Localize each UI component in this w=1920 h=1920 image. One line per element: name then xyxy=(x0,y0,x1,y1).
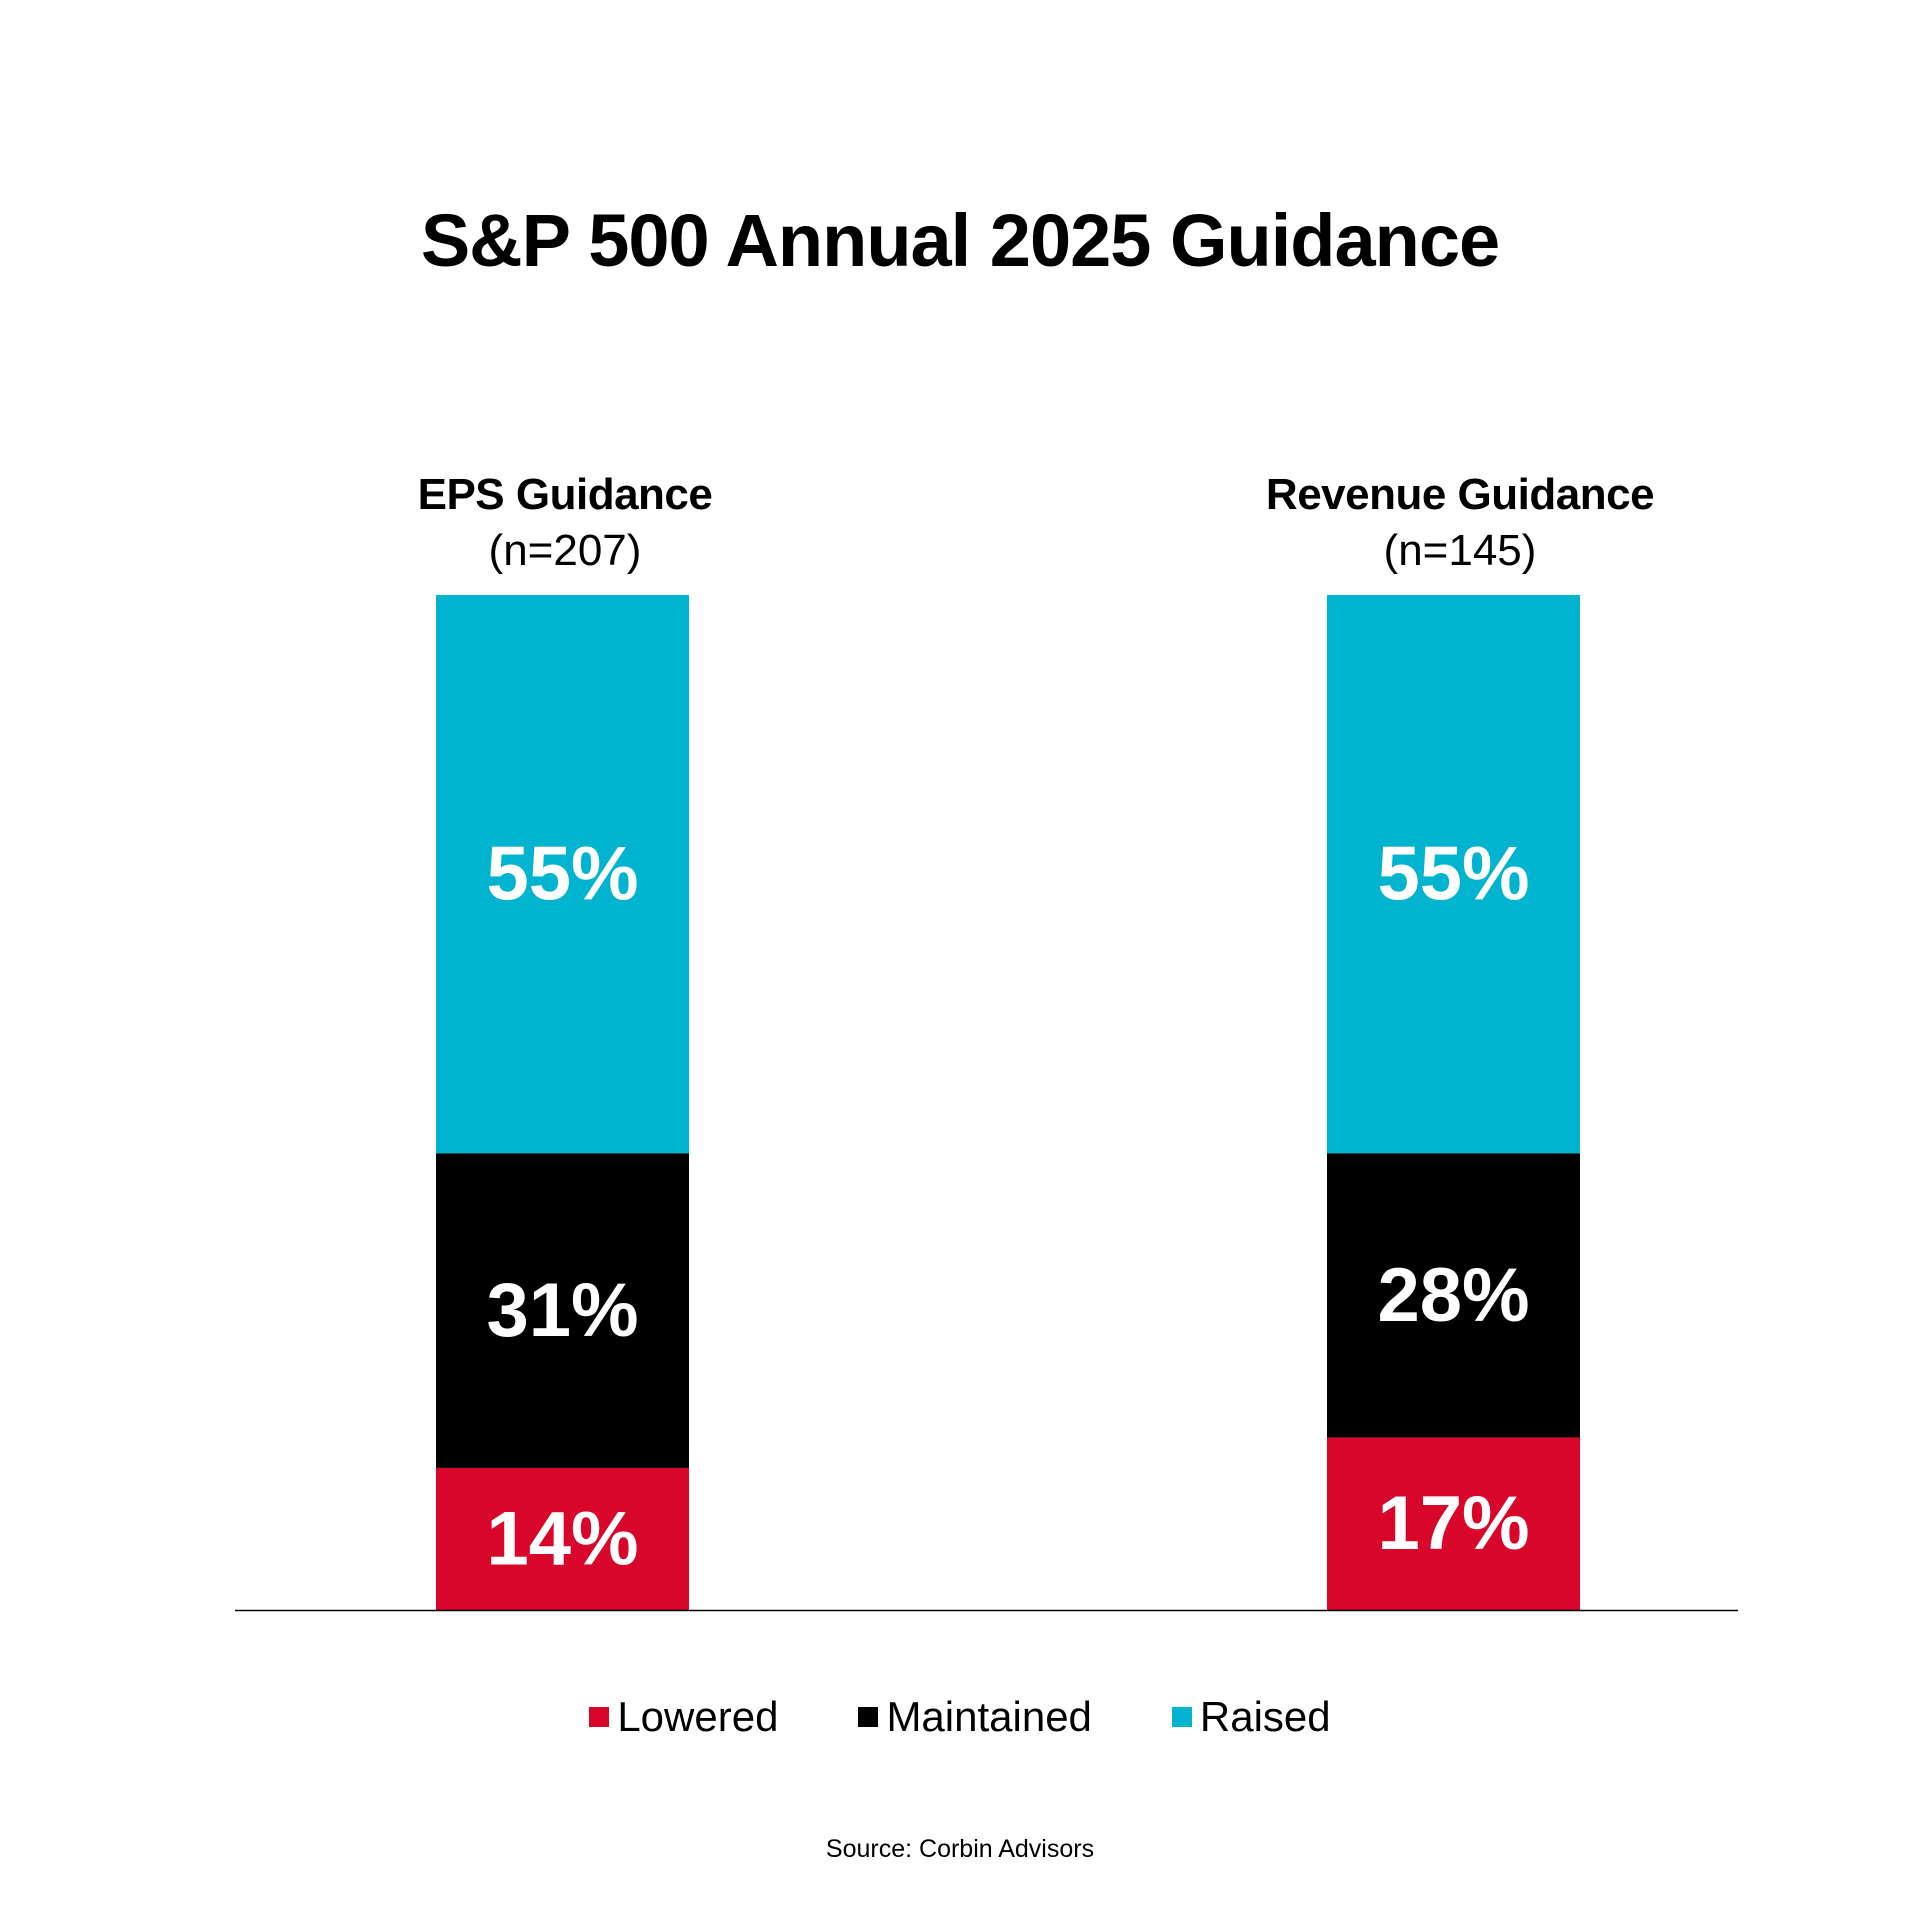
bar-segment-eps-guidance-maintained xyxy=(436,1153,689,1468)
legend-label-maintained: Maintained xyxy=(886,1693,1092,1740)
category-label-revenue: Revenue Guidance (n=145) xyxy=(1200,466,1720,578)
category-label-eps: EPS Guidance (n=207) xyxy=(305,466,825,578)
legend-swatch-lowered xyxy=(589,1707,610,1727)
category-name-revenue: Revenue Guidance xyxy=(1265,470,1655,519)
source-note: Source: Corbin Advisors xyxy=(825,1835,1095,1863)
data-label-eps-guidance-raised: 55% xyxy=(486,832,638,917)
bar-segment-eps-guidance-lowered xyxy=(436,1467,689,1610)
bar-segment-eps-guidance-raised xyxy=(436,595,689,1154)
category-sample-size-revenue: (n=145) xyxy=(1383,526,1537,575)
data-label-eps-guidance-maintained: 31% xyxy=(486,1268,638,1353)
bar-segment-revenue-guidance-lowered xyxy=(1327,1437,1580,1610)
legend-swatch-maintained xyxy=(858,1707,879,1727)
chart-title: S&P 500 Annual 2025 Guidance xyxy=(420,199,1500,282)
category-sample-size-eps: (n=207) xyxy=(488,526,642,575)
bar-segment-revenue-guidance-raised xyxy=(1327,595,1580,1154)
data-label-eps-guidance-lowered: 14% xyxy=(486,1496,638,1581)
legend-item-raised: Raised xyxy=(1171,1693,1331,1741)
legend-item-maintained: Maintained xyxy=(858,1693,1092,1741)
legend-swatch-raised xyxy=(1171,1707,1192,1727)
legend: Lowered Maintained Raised xyxy=(0,1693,1920,1741)
data-label-revenue-guidance-raised: 55% xyxy=(1377,832,1529,917)
category-name-eps: EPS Guidance xyxy=(417,470,713,519)
data-label-revenue-guidance-lowered: 17% xyxy=(1377,1481,1529,1566)
legend-label-lowered: Lowered xyxy=(617,1693,779,1740)
data-label-revenue-guidance-maintained: 28% xyxy=(1377,1253,1529,1338)
legend-item-lowered: Lowered xyxy=(589,1693,778,1741)
legend-label-raised: Raised xyxy=(1199,1693,1331,1740)
bar-segment-revenue-guidance-maintained xyxy=(1327,1153,1580,1438)
